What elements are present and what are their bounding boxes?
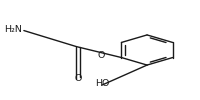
Text: O: O (74, 74, 82, 83)
Text: HO: HO (95, 79, 109, 88)
Text: O: O (97, 52, 104, 60)
Text: H₂N: H₂N (4, 25, 22, 34)
